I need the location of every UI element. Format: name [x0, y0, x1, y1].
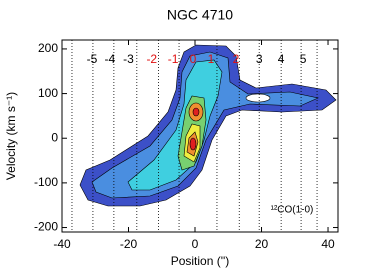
x-tick-label: -20: [120, 237, 138, 251]
contours: [79, 44, 337, 207]
annotation: ¹²CO(1-0): [271, 205, 314, 216]
strip-label: 0: [190, 52, 197, 66]
chart-title: NGC 4710: [167, 7, 233, 23]
contour-hole: [245, 93, 271, 103]
strip-label: -1: [168, 52, 179, 66]
strip-label: 2: [233, 52, 240, 66]
y-axis-label: Velocity (km s⁻¹): [4, 92, 18, 180]
contour-level: [192, 107, 200, 117]
strip-label: 4: [278, 52, 285, 66]
x-tick-label: 0: [192, 237, 199, 251]
strip-label: 1: [208, 52, 215, 66]
plot-frame: [61, 39, 339, 233]
y-tick-label: -200: [34, 220, 58, 234]
strip-label: 5: [300, 52, 307, 66]
strip-label: 3: [256, 52, 263, 66]
x-tick-label: -40: [53, 237, 71, 251]
strip-label: -3: [123, 52, 134, 66]
y-tick-label: 0: [51, 130, 58, 144]
x-tick-label: 20: [255, 237, 269, 251]
contour-level: [127, 59, 223, 191]
y-tick-label: 200: [38, 41, 58, 55]
x-axis-label: Position (''): [171, 254, 230, 268]
y-tick-label: -100: [34, 175, 58, 189]
strip-label: -4: [105, 52, 116, 66]
strip-label: -2: [146, 52, 157, 66]
contour-level: [189, 137, 197, 151]
y-tick-label: 100: [38, 86, 58, 100]
x-tick-label: 40: [321, 237, 335, 251]
strip-label: -5: [87, 52, 98, 66]
